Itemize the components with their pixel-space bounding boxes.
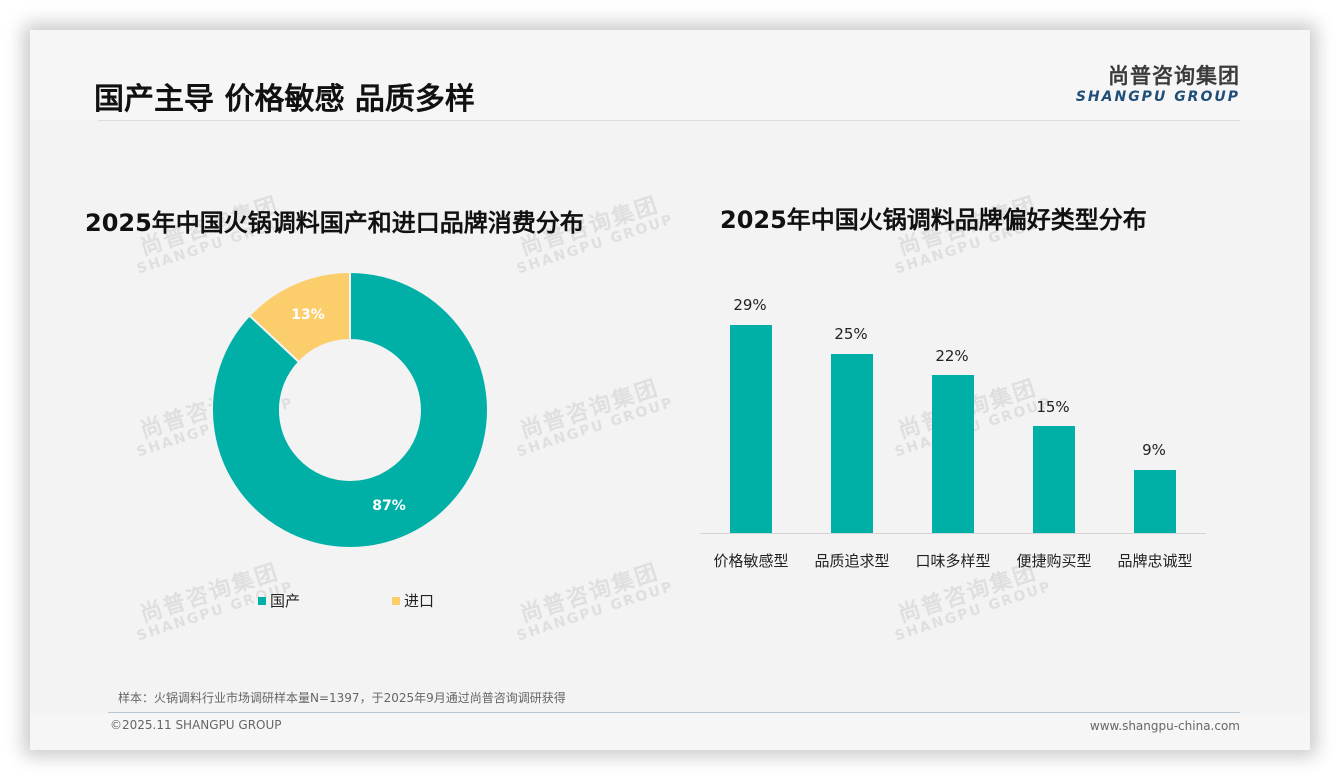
slice-label-domestic: 87% <box>372 498 406 514</box>
donut-slice-imported[interactable] <box>247 272 351 364</box>
x-axis-line <box>700 533 1206 534</box>
bar-value-label: 25% <box>834 325 868 343</box>
bar-category-label: 品质追求型 <box>814 552 890 570</box>
donut-slice-domestic[interactable] <box>212 272 488 548</box>
legend-swatch-icon <box>392 596 400 605</box>
bar-quality-seeking[interactable] <box>831 354 873 533</box>
bar-category-label: 品牌忠诚型 <box>1117 552 1193 570</box>
bar-price-sensitive[interactable] <box>730 325 772 533</box>
legend-swatch-icon <box>258 596 266 605</box>
title-divider <box>98 120 1240 121</box>
bar-brand-loyalty[interactable] <box>1134 470 1176 533</box>
page-title: 国产主导 价格敏感 品质多样 <box>94 82 475 117</box>
bar-taste-variety[interactable] <box>932 375 974 533</box>
legend-item-domestic[interactable]: 国产 <box>258 590 300 611</box>
footer-divider <box>108 712 1240 713</box>
slide: 尚普咨询集团 SHANGPU GROUP 尚普咨询集团 SHANGPU GROUP … <box>30 30 1310 750</box>
logo-en-text: SHANGPU GROUP <box>1075 89 1240 105</box>
donut-chart-title: 2025年中国火锅调料国产和进口品牌消费分布 <box>85 209 584 237</box>
header-band <box>30 30 1310 120</box>
bar-chart-title: 2025年中国火锅调料品牌偏好类型分布 <box>720 206 1147 234</box>
sample-note: 样本：火锅调料行业市场调研样本量N=1397，于2025年9月通过尚普咨询调研获… <box>118 691 566 705</box>
bar-value-label: 15% <box>1036 398 1070 416</box>
bar-chart: 29% 价格敏感型 25% 品质追求型 22% 口味多样型 15% 便捷购买型 … <box>700 290 1206 590</box>
logo-cn-text: 尚普咨询集团 <box>1108 64 1240 88</box>
slice-label-imported: 13% <box>291 307 325 323</box>
legend-label: 进口 <box>404 592 435 610</box>
bar-value-label: 29% <box>733 296 767 314</box>
website-link[interactable]: www.shangpu-china.com <box>1089 719 1240 733</box>
bar-category-label: 口味多样型 <box>915 552 991 570</box>
bar-category-label: 便捷购买型 <box>1016 552 1092 570</box>
bar-value-label: 9% <box>1142 441 1166 459</box>
legend-label: 国产 <box>270 592 301 610</box>
bar-convenience[interactable] <box>1033 426 1075 533</box>
donut-chart: 13% 87% <box>212 272 488 548</box>
company-logo: 尚普咨询集团 SHANGPU GROUP <box>1076 64 1240 106</box>
legend-item-imported[interactable]: 进口 <box>392 590 434 611</box>
footer-band <box>30 713 1310 750</box>
bar-value-label: 22% <box>935 347 969 365</box>
copyright-text: ©2025.11 SHANGPU GROUP <box>110 718 282 732</box>
bar-category-label: 价格敏感型 <box>713 552 789 570</box>
